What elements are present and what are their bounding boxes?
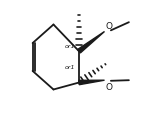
Polygon shape <box>79 80 105 85</box>
Text: or1: or1 <box>65 64 76 69</box>
Text: or1: or1 <box>65 43 76 49</box>
Text: O: O <box>106 22 113 30</box>
Text: O: O <box>106 82 113 91</box>
Polygon shape <box>78 32 105 53</box>
